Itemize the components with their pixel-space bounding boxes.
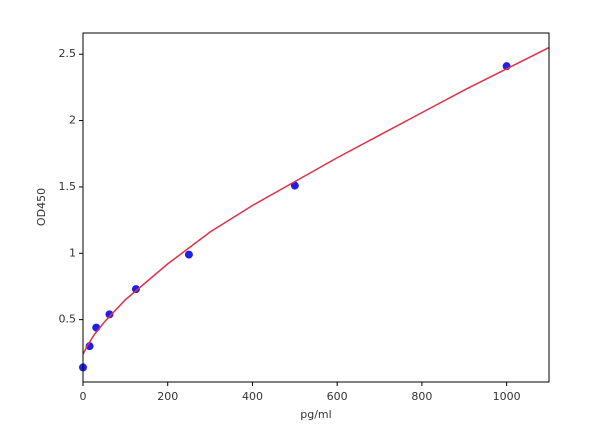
x-tick-label: 200: [157, 390, 178, 403]
plot-frame: [82, 32, 550, 383]
y-tick-label: 2: [69, 114, 76, 127]
x-tick-label: 600: [327, 390, 348, 403]
fit-curve: [82, 46, 550, 355]
data-point: [105, 310, 114, 319]
y-tick-label: 1.5: [59, 180, 77, 193]
x-tick-label: 400: [242, 390, 263, 403]
y-axis-label: OD450: [35, 188, 48, 226]
y-tick-label: 2.5: [59, 47, 77, 60]
data-point: [131, 285, 140, 294]
y-tick-label: 1: [69, 246, 76, 259]
y-tick-label: 0.5: [59, 313, 77, 326]
x-tick-label: 1000: [493, 390, 521, 403]
x-tick-label: 800: [411, 390, 432, 403]
data-point: [184, 250, 193, 259]
x-axis-label: pg/ml: [300, 408, 331, 421]
x-tick-label: 0: [80, 390, 87, 403]
